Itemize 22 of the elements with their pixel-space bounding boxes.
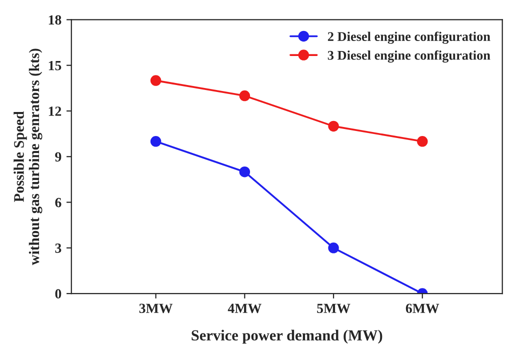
legend-label: 3 Diesel engine configuration <box>328 50 490 63</box>
y-axis-title: Possible Speed without gas turbine genrators (kts) <box>14 48 42 266</box>
legend-label: 2 Diesel engine configuration <box>328 32 490 44</box>
point <box>150 136 162 147</box>
x-tick-label: 4MW <box>228 304 262 314</box>
y-tick-label: 18 <box>48 15 62 25</box>
y-tick-label: 9 <box>55 152 62 162</box>
point <box>328 120 339 132</box>
point <box>417 136 428 147</box>
point <box>239 166 250 178</box>
x-tick-label: 5MW <box>317 304 350 314</box>
y-tick-label: 0 <box>55 289 62 299</box>
point <box>328 242 339 254</box>
x-tick-label: 3MW <box>139 304 173 314</box>
x-tick-label: 6MW <box>406 304 440 314</box>
y-tick-label: 15 <box>48 60 62 70</box>
y-tick-label: 3 <box>55 244 62 253</box>
point <box>150 75 162 86</box>
x-axis-title: Service power demand (MW) <box>192 330 382 344</box>
y-tick-label: 6 <box>55 198 62 208</box>
point <box>239 90 250 102</box>
y-tick-label: 12 <box>48 106 62 116</box>
